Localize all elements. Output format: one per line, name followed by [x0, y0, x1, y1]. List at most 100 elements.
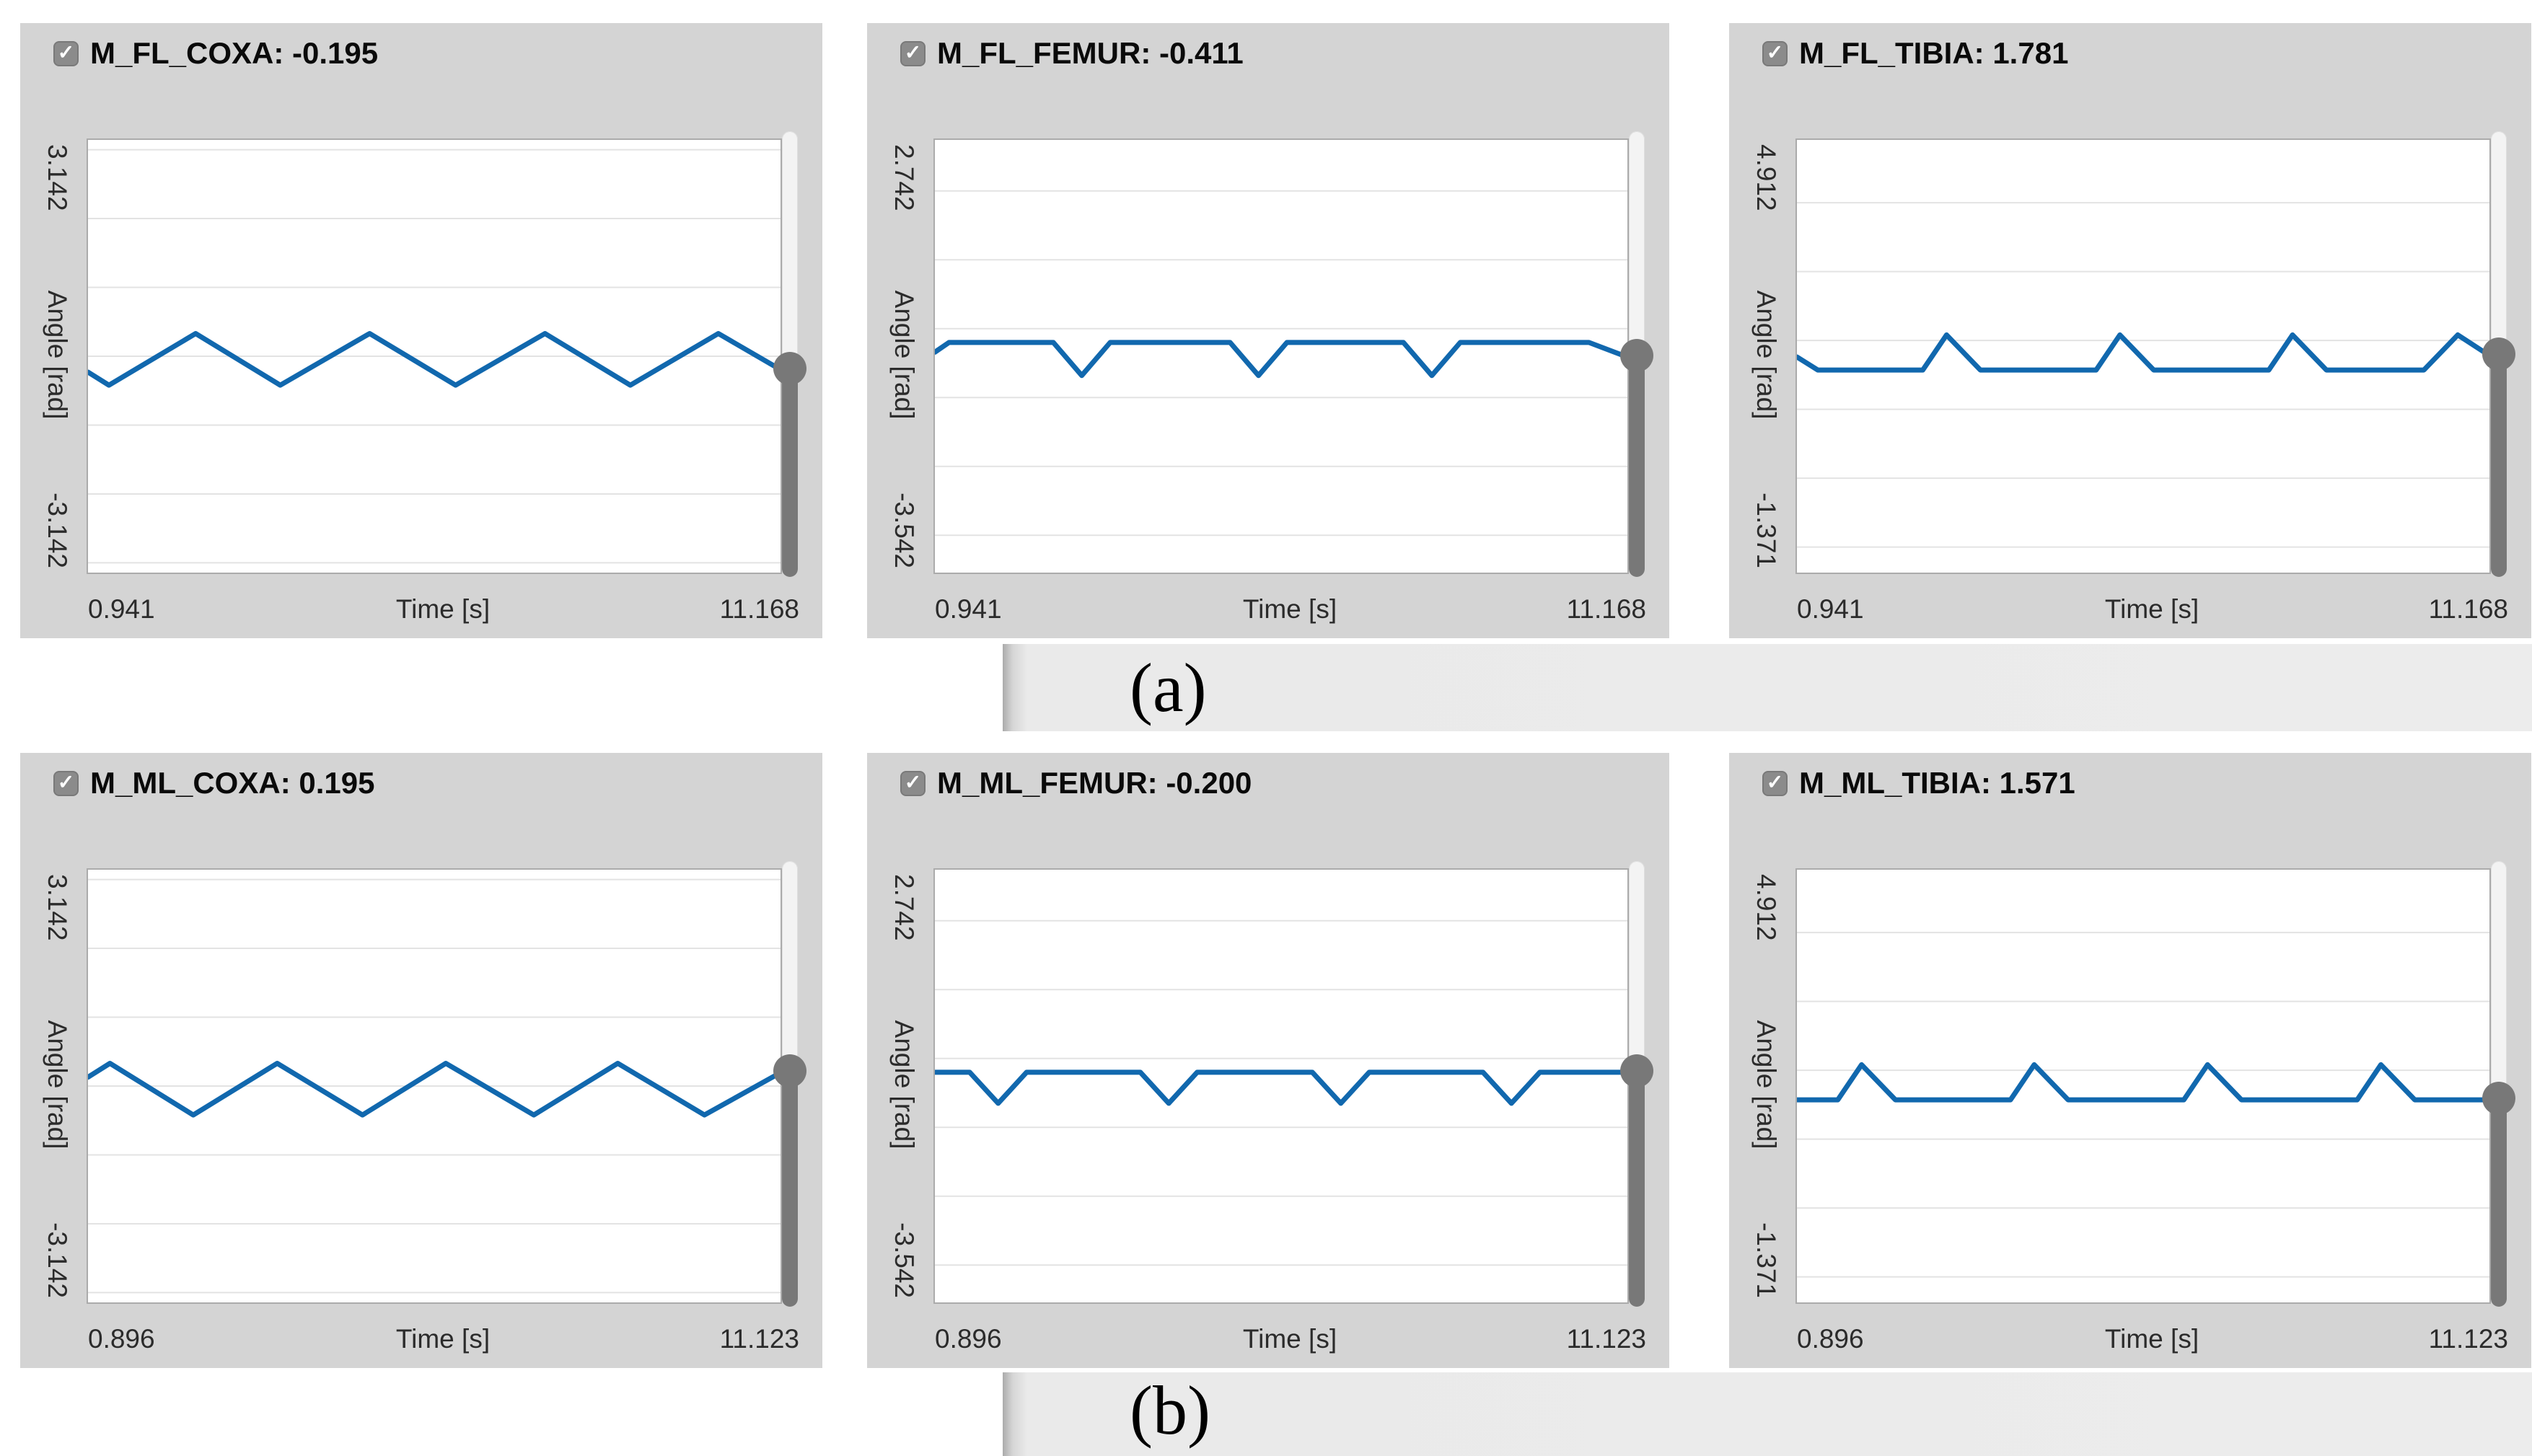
caption-b: (b)	[1130, 1372, 1210, 1450]
value-slider-knob[interactable]	[773, 351, 806, 385]
x-axis: 0.896 Time [s] 11.123	[1795, 1324, 2508, 1359]
plot-area	[933, 138, 1629, 574]
x-max-tick: 11.168	[1566, 594, 1646, 624]
motor-monitor-panel: ✓ M_ML_COXA: 0.195 3.142 Angle [rad] -3.…	[20, 753, 822, 1368]
y-axis-title: Angle [rad]	[43, 1020, 72, 1150]
motor-enable-checkbox[interactable]: ✓	[900, 770, 926, 796]
panel-label: M_FL_FEMUR: -0.411	[937, 36, 1244, 70]
panel-header: ✓ M_ML_COXA: 0.195	[53, 766, 375, 800]
x-min-tick: 0.941	[1797, 594, 1864, 624]
value-slider-fill[interactable]	[782, 1071, 798, 1307]
x-max-tick: 11.168	[719, 594, 799, 624]
y-axis-title: Angle [rad]	[43, 290, 72, 420]
y-axis-title: Angle [rad]	[889, 1020, 919, 1150]
y-min-tick: -3.542	[889, 1222, 919, 1298]
y-axis-title: Angle [rad]	[1751, 290, 1781, 420]
y-max-tick: 2.742	[889, 874, 919, 941]
x-max-tick: 11.168	[2428, 594, 2508, 624]
y-axis-title: Angle [rad]	[1751, 1020, 1781, 1150]
value-slider-fill[interactable]	[782, 369, 798, 577]
panel-label: M_ML_COXA: 0.195	[90, 766, 375, 800]
value-slider-knob[interactable]	[2482, 1082, 2515, 1116]
x-axis-title: Time [s]	[2104, 594, 2199, 624]
motor-monitor-panel: ✓ M_FL_FEMUR: -0.411 2.742 Angle [rad] -…	[867, 23, 1669, 638]
y-min-tick: -3.542	[889, 493, 919, 568]
panel-label: M_FL_COXA: -0.195	[90, 36, 379, 70]
x-min-tick: 0.941	[935, 594, 1002, 624]
checkmark-icon: ✓	[1766, 771, 1784, 793]
panel-header: ✓ M_FL_COXA: -0.195	[53, 36, 379, 70]
plot-area	[933, 868, 1629, 1304]
value-slider-knob[interactable]	[1620, 339, 1653, 373]
x-max-tick: 11.123	[1566, 1324, 1646, 1354]
x-axis-title: Time [s]	[395, 594, 491, 624]
value-slider-knob[interactable]	[773, 1054, 806, 1088]
plot-area	[1795, 868, 2491, 1304]
y-max-tick: 4.912	[1751, 144, 1781, 211]
x-axis: 0.941 Time [s] 11.168	[933, 594, 1646, 629]
x-min-tick: 0.941	[88, 594, 155, 624]
checkmark-icon: ✓	[57, 41, 75, 63]
x-max-tick: 11.123	[719, 1324, 799, 1354]
x-min-tick: 0.896	[1797, 1324, 1864, 1354]
y-max-tick: 3.142	[43, 144, 72, 211]
x-axis: 0.896 Time [s] 11.123	[87, 1324, 799, 1359]
motor-monitor-panel: ✓ M_ML_TIBIA: 1.571 4.912 Angle [rad] -1…	[1729, 753, 2531, 1368]
x-axis-title: Time [s]	[2104, 1324, 2199, 1354]
x-min-tick: 0.896	[935, 1324, 1002, 1354]
caption-a: (a)	[1130, 648, 1207, 726]
panel-header: ✓ M_FL_FEMUR: -0.411	[900, 36, 1244, 70]
y-max-tick: 2.742	[889, 144, 919, 211]
y-min-tick: -3.142	[43, 1222, 72, 1298]
checkmark-icon: ✓	[904, 41, 922, 63]
x-max-tick: 11.123	[2428, 1324, 2508, 1354]
plot-area	[1795, 138, 2491, 574]
x-axis-title: Time [s]	[395, 1324, 491, 1354]
x-axis: 0.941 Time [s] 11.168	[87, 594, 799, 629]
panel-label: M_ML_FEMUR: -0.200	[937, 766, 1252, 800]
y-min-tick: -1.371	[1751, 1222, 1781, 1298]
angle-line-chart	[1797, 202, 2489, 548]
y-min-tick: -1.371	[1751, 493, 1781, 568]
checkmark-icon: ✓	[1766, 41, 1784, 63]
value-slider-fill[interactable]	[1629, 1071, 1645, 1307]
motor-monitor-panel: ✓ M_ML_FEMUR: -0.200 2.742 Angle [rad] -…	[867, 753, 1669, 1368]
panel-header: ✓ M_ML_TIBIA: 1.571	[1762, 766, 2075, 800]
motor-monitor-panel: ✓ M_FL_TIBIA: 1.781 4.912 Angle [rad] -1…	[1729, 23, 2531, 638]
motor-enable-checkbox[interactable]: ✓	[53, 40, 79, 66]
y-axis-title: Angle [rad]	[889, 290, 919, 420]
value-slider-fill[interactable]	[2491, 354, 2507, 577]
value-slider-knob[interactable]	[1620, 1054, 1653, 1087]
x-min-tick: 0.896	[88, 1324, 155, 1354]
motor-enable-checkbox[interactable]: ✓	[900, 40, 926, 66]
angle-line-chart	[935, 919, 1627, 1266]
x-axis-title: Time [s]	[1242, 594, 1337, 624]
panel-header: ✓ M_ML_FEMUR: -0.200	[900, 766, 1252, 800]
panel-header: ✓ M_FL_TIBIA: 1.781	[1762, 36, 2069, 70]
motor-enable-checkbox[interactable]: ✓	[1762, 40, 1788, 66]
plot-area	[87, 138, 782, 574]
angle-line-chart	[88, 878, 781, 1294]
angle-line-chart	[88, 149, 781, 564]
y-max-tick: 4.912	[1751, 874, 1781, 941]
caption-band-a: (a)	[1003, 644, 2532, 731]
plot-area	[87, 868, 782, 1304]
panel-label: M_FL_TIBIA: 1.781	[1799, 36, 2069, 70]
value-slider-fill[interactable]	[1629, 356, 1645, 577]
motor-enable-checkbox[interactable]: ✓	[1762, 770, 1788, 796]
caption-band-b: (b)	[1003, 1372, 2532, 1456]
checkmark-icon: ✓	[57, 771, 75, 793]
y-max-tick: 3.142	[43, 874, 72, 941]
y-min-tick: -3.142	[43, 493, 72, 568]
value-slider-fill[interactable]	[2491, 1098, 2507, 1307]
x-axis: 0.941 Time [s] 11.168	[1795, 594, 2508, 629]
x-axis-title: Time [s]	[1242, 1324, 1337, 1354]
motor-monitor-panel: ✓ M_FL_COXA: -0.195 3.142 Angle [rad] -3…	[20, 23, 822, 638]
motor-enable-checkbox[interactable]: ✓	[53, 770, 79, 796]
checkmark-icon: ✓	[904, 771, 922, 793]
x-axis: 0.896 Time [s] 11.123	[933, 1324, 1646, 1359]
panel-label: M_ML_TIBIA: 1.571	[1799, 766, 2075, 800]
angle-line-chart	[1797, 932, 2489, 1278]
angle-line-chart	[935, 190, 1627, 537]
value-slider-knob[interactable]	[2482, 337, 2515, 371]
